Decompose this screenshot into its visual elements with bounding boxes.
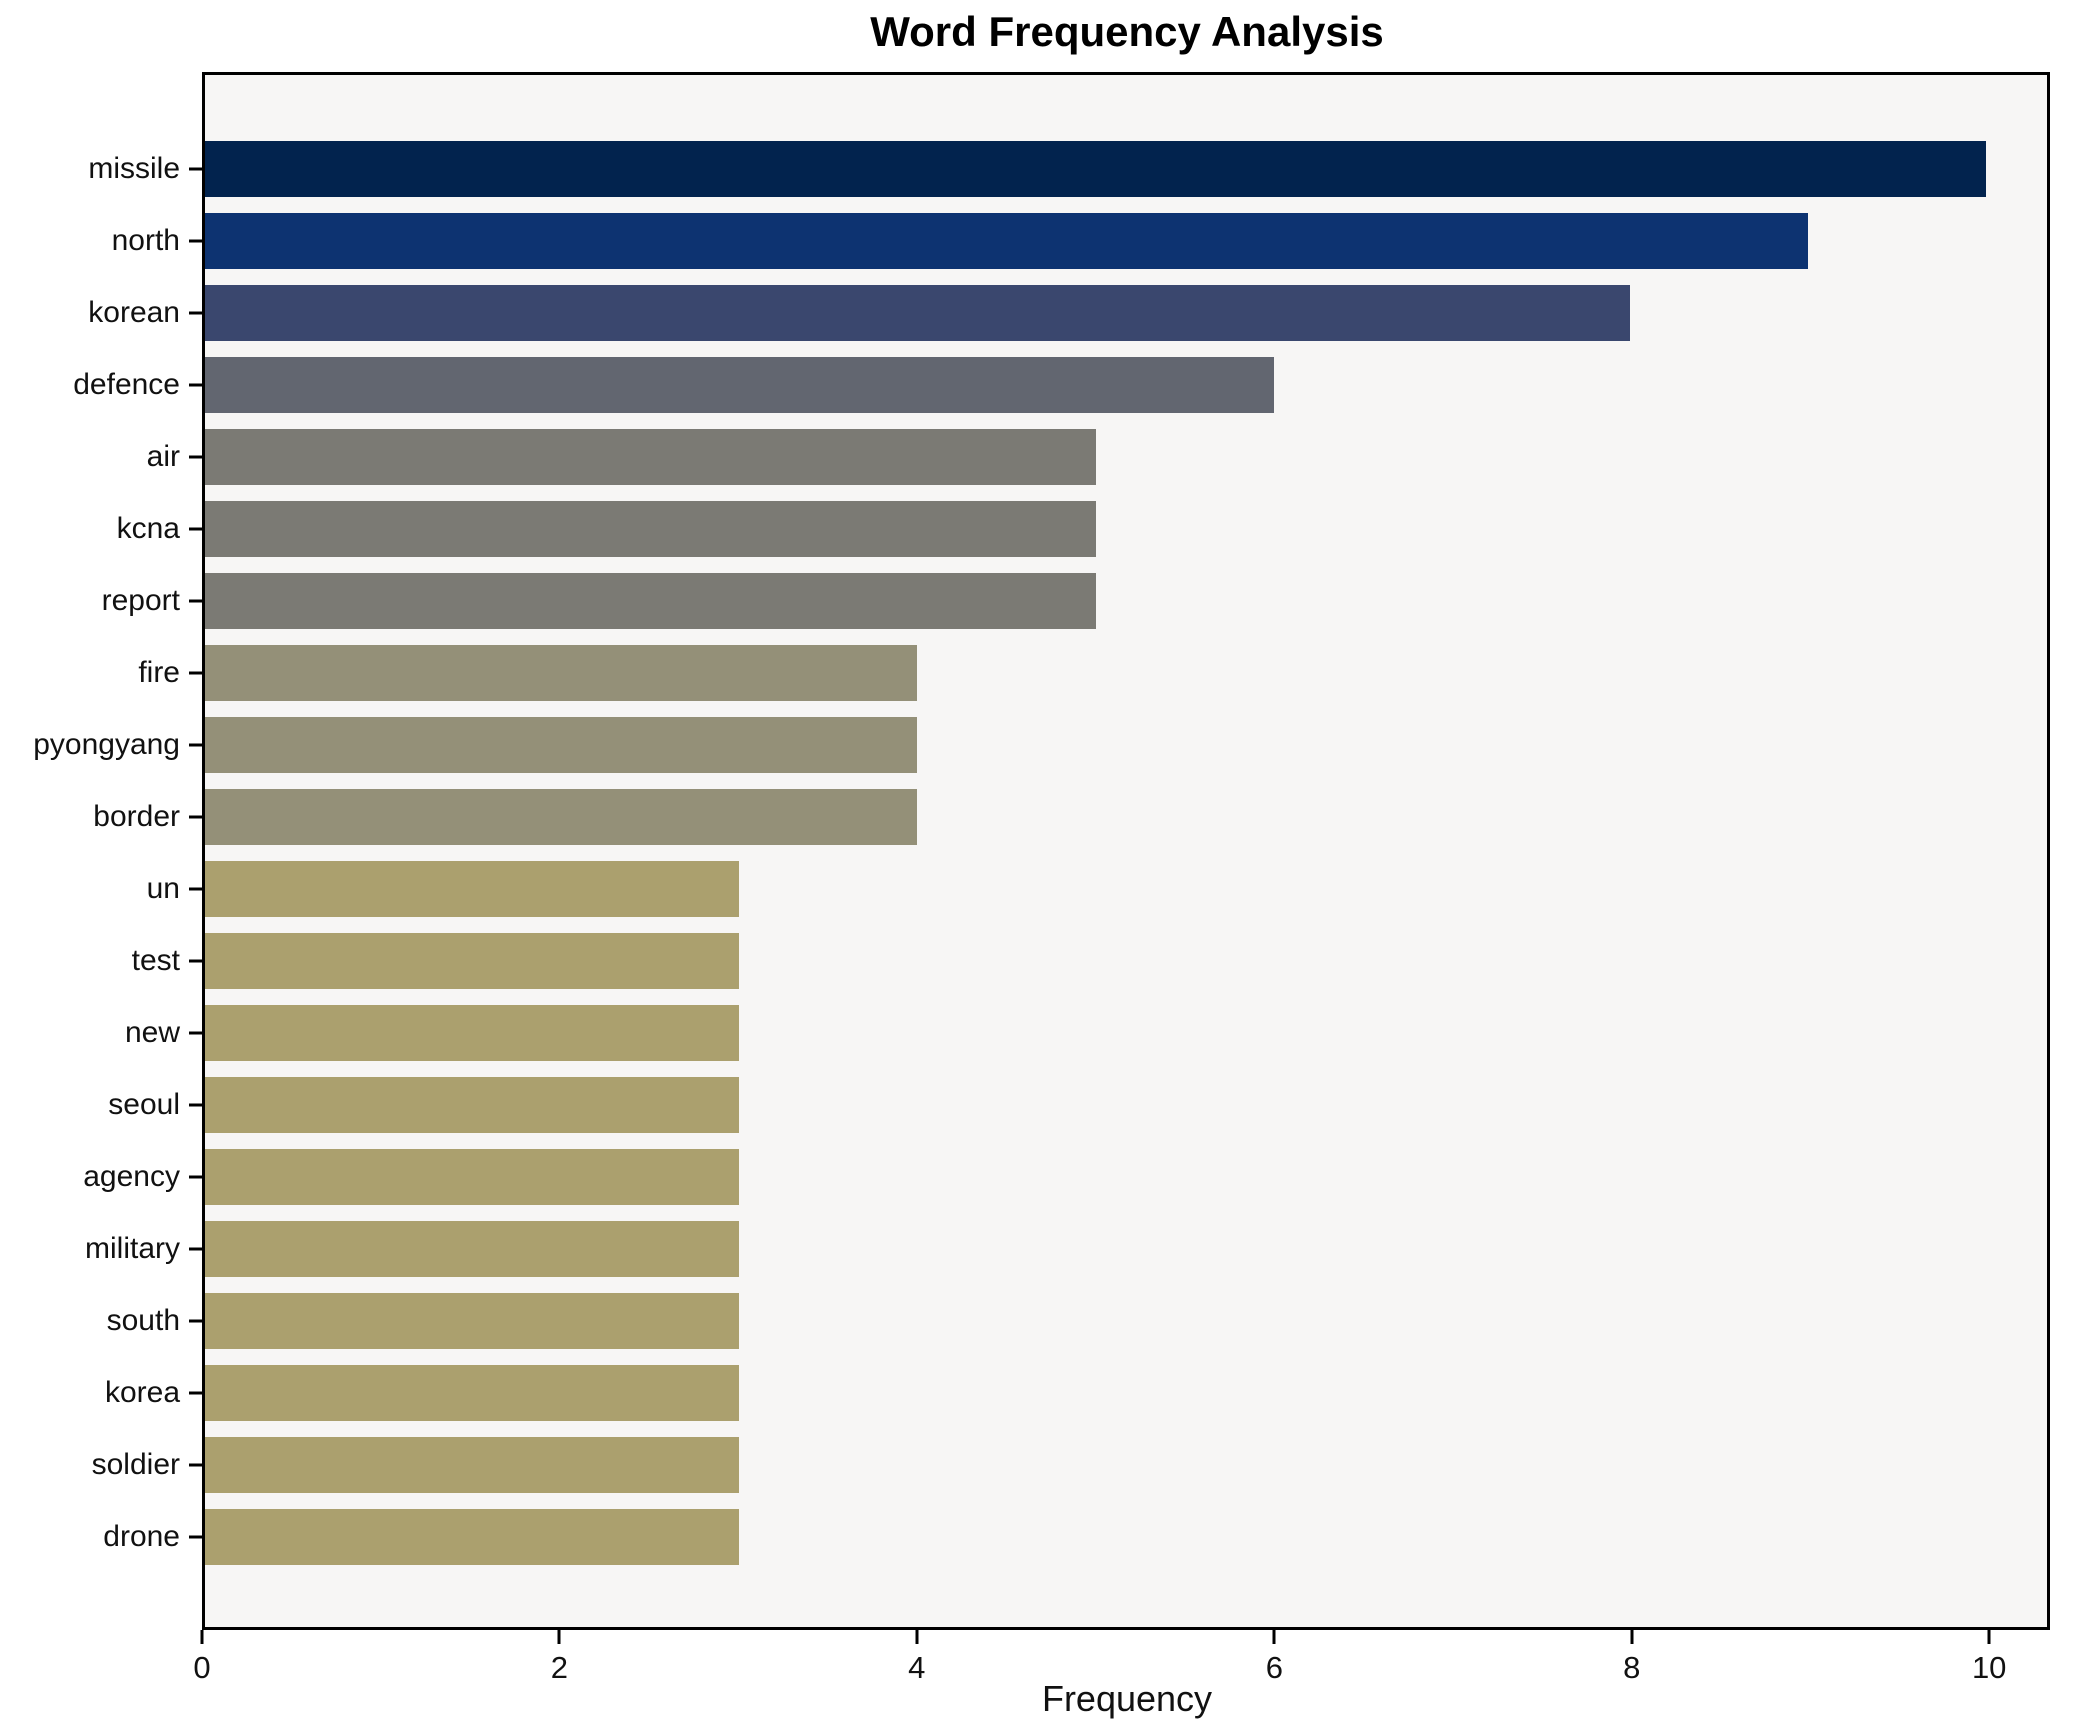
bars-container: missile north korean defence air kcna report fi… [33,75,2047,1573]
y-tick-mark [189,959,202,963]
y-tick-mark [189,1319,202,1323]
bar-defence [205,357,1274,413]
bar-row-north: north [112,205,2047,277]
bar-border [205,789,918,845]
bar-drone [205,1509,740,1565]
x-tick-mark [1630,1630,1634,1644]
y-tick-label-korea: korea [104,1376,180,1409]
y-tick-label-test: test [131,944,180,977]
bar-row-military: military [85,1213,2047,1285]
bar-row-seoul: seoul [108,1069,2047,1141]
bar-row-border: border [93,781,2047,853]
y-tick-mark [189,1463,202,1467]
y-tick-mark [189,1535,202,1539]
bar-row-missile: missile [88,133,2047,205]
bar-row-soldier: soldier [92,1429,2047,1501]
y-tick-label-border: border [93,800,180,833]
bar-row-drone: drone [103,1501,2047,1573]
y-tick-label-un: un [146,872,180,905]
y-tick-mark [189,671,202,675]
bar-air [205,429,1096,485]
y-tick-mark [189,455,202,459]
x-tick-label: 6 [1265,1650,1284,1685]
bar-fire [205,645,918,701]
y-tick-label-military: military [85,1232,180,1265]
chart-title: Word Frequency Analysis [870,8,1384,55]
y-tick-label-pyongyang: pyongyang [33,728,180,761]
bar-un [205,861,740,917]
bar-row-fire: fire [138,637,2047,709]
y-tick-label-korean: korean [88,296,180,329]
x-tick-mark [915,1630,919,1644]
x-axis-label: Frequency [1041,1678,1213,1719]
plot-area: missile north korean defence air kcna report fi… [33,72,2050,1630]
bar-agency [205,1149,740,1205]
bar-row-defence: defence [73,349,2047,421]
y-tick-mark [189,815,202,819]
bar-soldier [205,1437,740,1493]
bar-north [205,213,1809,269]
x-tick-label: 0 [193,1650,211,1685]
y-tick-label-missile: missile [88,152,180,185]
bar-test [205,933,740,989]
bar-military [205,1221,740,1277]
x-tick-label: 8 [1623,1650,1641,1685]
y-tick-mark [189,527,202,531]
y-tick-label-air: air [146,440,180,473]
y-tick-label-fire: fire [138,656,180,689]
y-tick-mark [189,743,202,747]
y-tick-label-kcna: kcna [116,512,180,545]
bar-row-report: report [102,565,2047,637]
y-tick-label-soldier: soldier [91,1448,180,1481]
bar-row-korean: korean [88,277,2047,349]
y-tick-label-north: north [111,224,180,257]
y-tick-label-report: report [101,584,180,617]
bar-row-un: un [147,853,2047,925]
bar-row-agency: agency [83,1141,2047,1213]
x-tick-label: 4 [908,1650,926,1685]
bar-missile [205,141,1987,197]
bar-row-air: air [147,421,2047,493]
y-tick-mark [189,1175,202,1179]
x-tick-label: 2 [550,1650,569,1685]
bar-row-kcna: kcna [117,493,2047,565]
bar-row-test: test [132,925,2047,997]
bar-korea [205,1365,740,1421]
x-tick-mark [200,1630,204,1644]
y-tick-label-south: south [106,1304,180,1337]
y-tick-label-agency: agency [83,1160,180,1193]
x-tick-mark [557,1630,561,1644]
bar-korean [205,285,1631,341]
bar-south [205,1293,740,1349]
x-tick-mark [1987,1630,1991,1644]
y-tick-label-seoul: seoul [108,1088,180,1121]
bar-new [205,1005,740,1061]
y-tick-mark [189,1247,202,1251]
bar-seoul [205,1077,740,1133]
y-tick-label-defence: defence [73,368,180,401]
y-tick-mark [189,1031,202,1035]
x-tick-mark [1272,1630,1276,1644]
bar-kcna [205,501,1096,557]
y-tick-mark [189,599,202,603]
bar-row-pyongyang: pyongyang [33,709,2047,781]
bar-row-korea: korea [105,1357,2047,1429]
bar-report [205,573,1096,629]
y-tick-mark [189,383,202,387]
y-tick-mark [189,167,202,171]
bar-row-new: new [125,997,2047,1069]
x-tick-label: 10 [1971,1650,2007,1685]
y-tick-mark [189,1103,202,1107]
bar-row-south: south [107,1285,2047,1357]
y-tick-mark [189,239,202,243]
y-tick-mark [189,1391,202,1395]
y-tick-mark [189,887,202,891]
y-tick-mark [189,311,202,315]
y-tick-label-new: new [124,1016,180,1049]
y-tick-label-drone: drone [103,1520,180,1553]
bar-pyongyang [205,717,918,773]
